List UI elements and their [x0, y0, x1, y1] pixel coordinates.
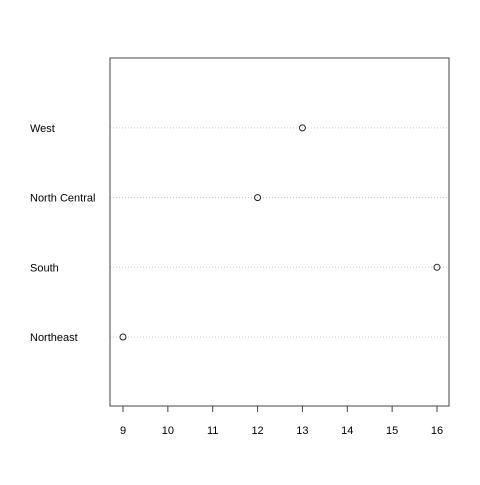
x-tick-label-12: 12 — [251, 425, 263, 437]
x-tick-label-16: 16 — [431, 425, 443, 437]
guide-lines — [110, 127, 449, 338]
data-point-south — [433, 263, 441, 271]
x-tick-label-9: 9 — [120, 425, 126, 437]
x-tick-label-15: 15 — [386, 425, 398, 437]
x-tick-label-14: 14 — [341, 425, 353, 437]
x-tick-label-10: 10 — [162, 425, 174, 437]
data-point-west — [298, 124, 306, 132]
x-tick-label-13: 13 — [296, 425, 308, 437]
category-label-northeast: Northeast — [30, 332, 78, 344]
data-points — [119, 124, 441, 341]
x-tick-label-11: 11 — [207, 425, 218, 437]
category-label-north-central: North Central — [30, 193, 95, 205]
data-point-north-central — [254, 194, 262, 202]
category-labels: Northeast South North Central West — [30, 123, 95, 344]
data-point-northeast — [119, 333, 127, 341]
category-label-south: South — [30, 262, 59, 274]
category-label-west: West — [30, 123, 55, 135]
x-axis: 9 10 11 12 13 14 15 16 — [120, 405, 443, 437]
